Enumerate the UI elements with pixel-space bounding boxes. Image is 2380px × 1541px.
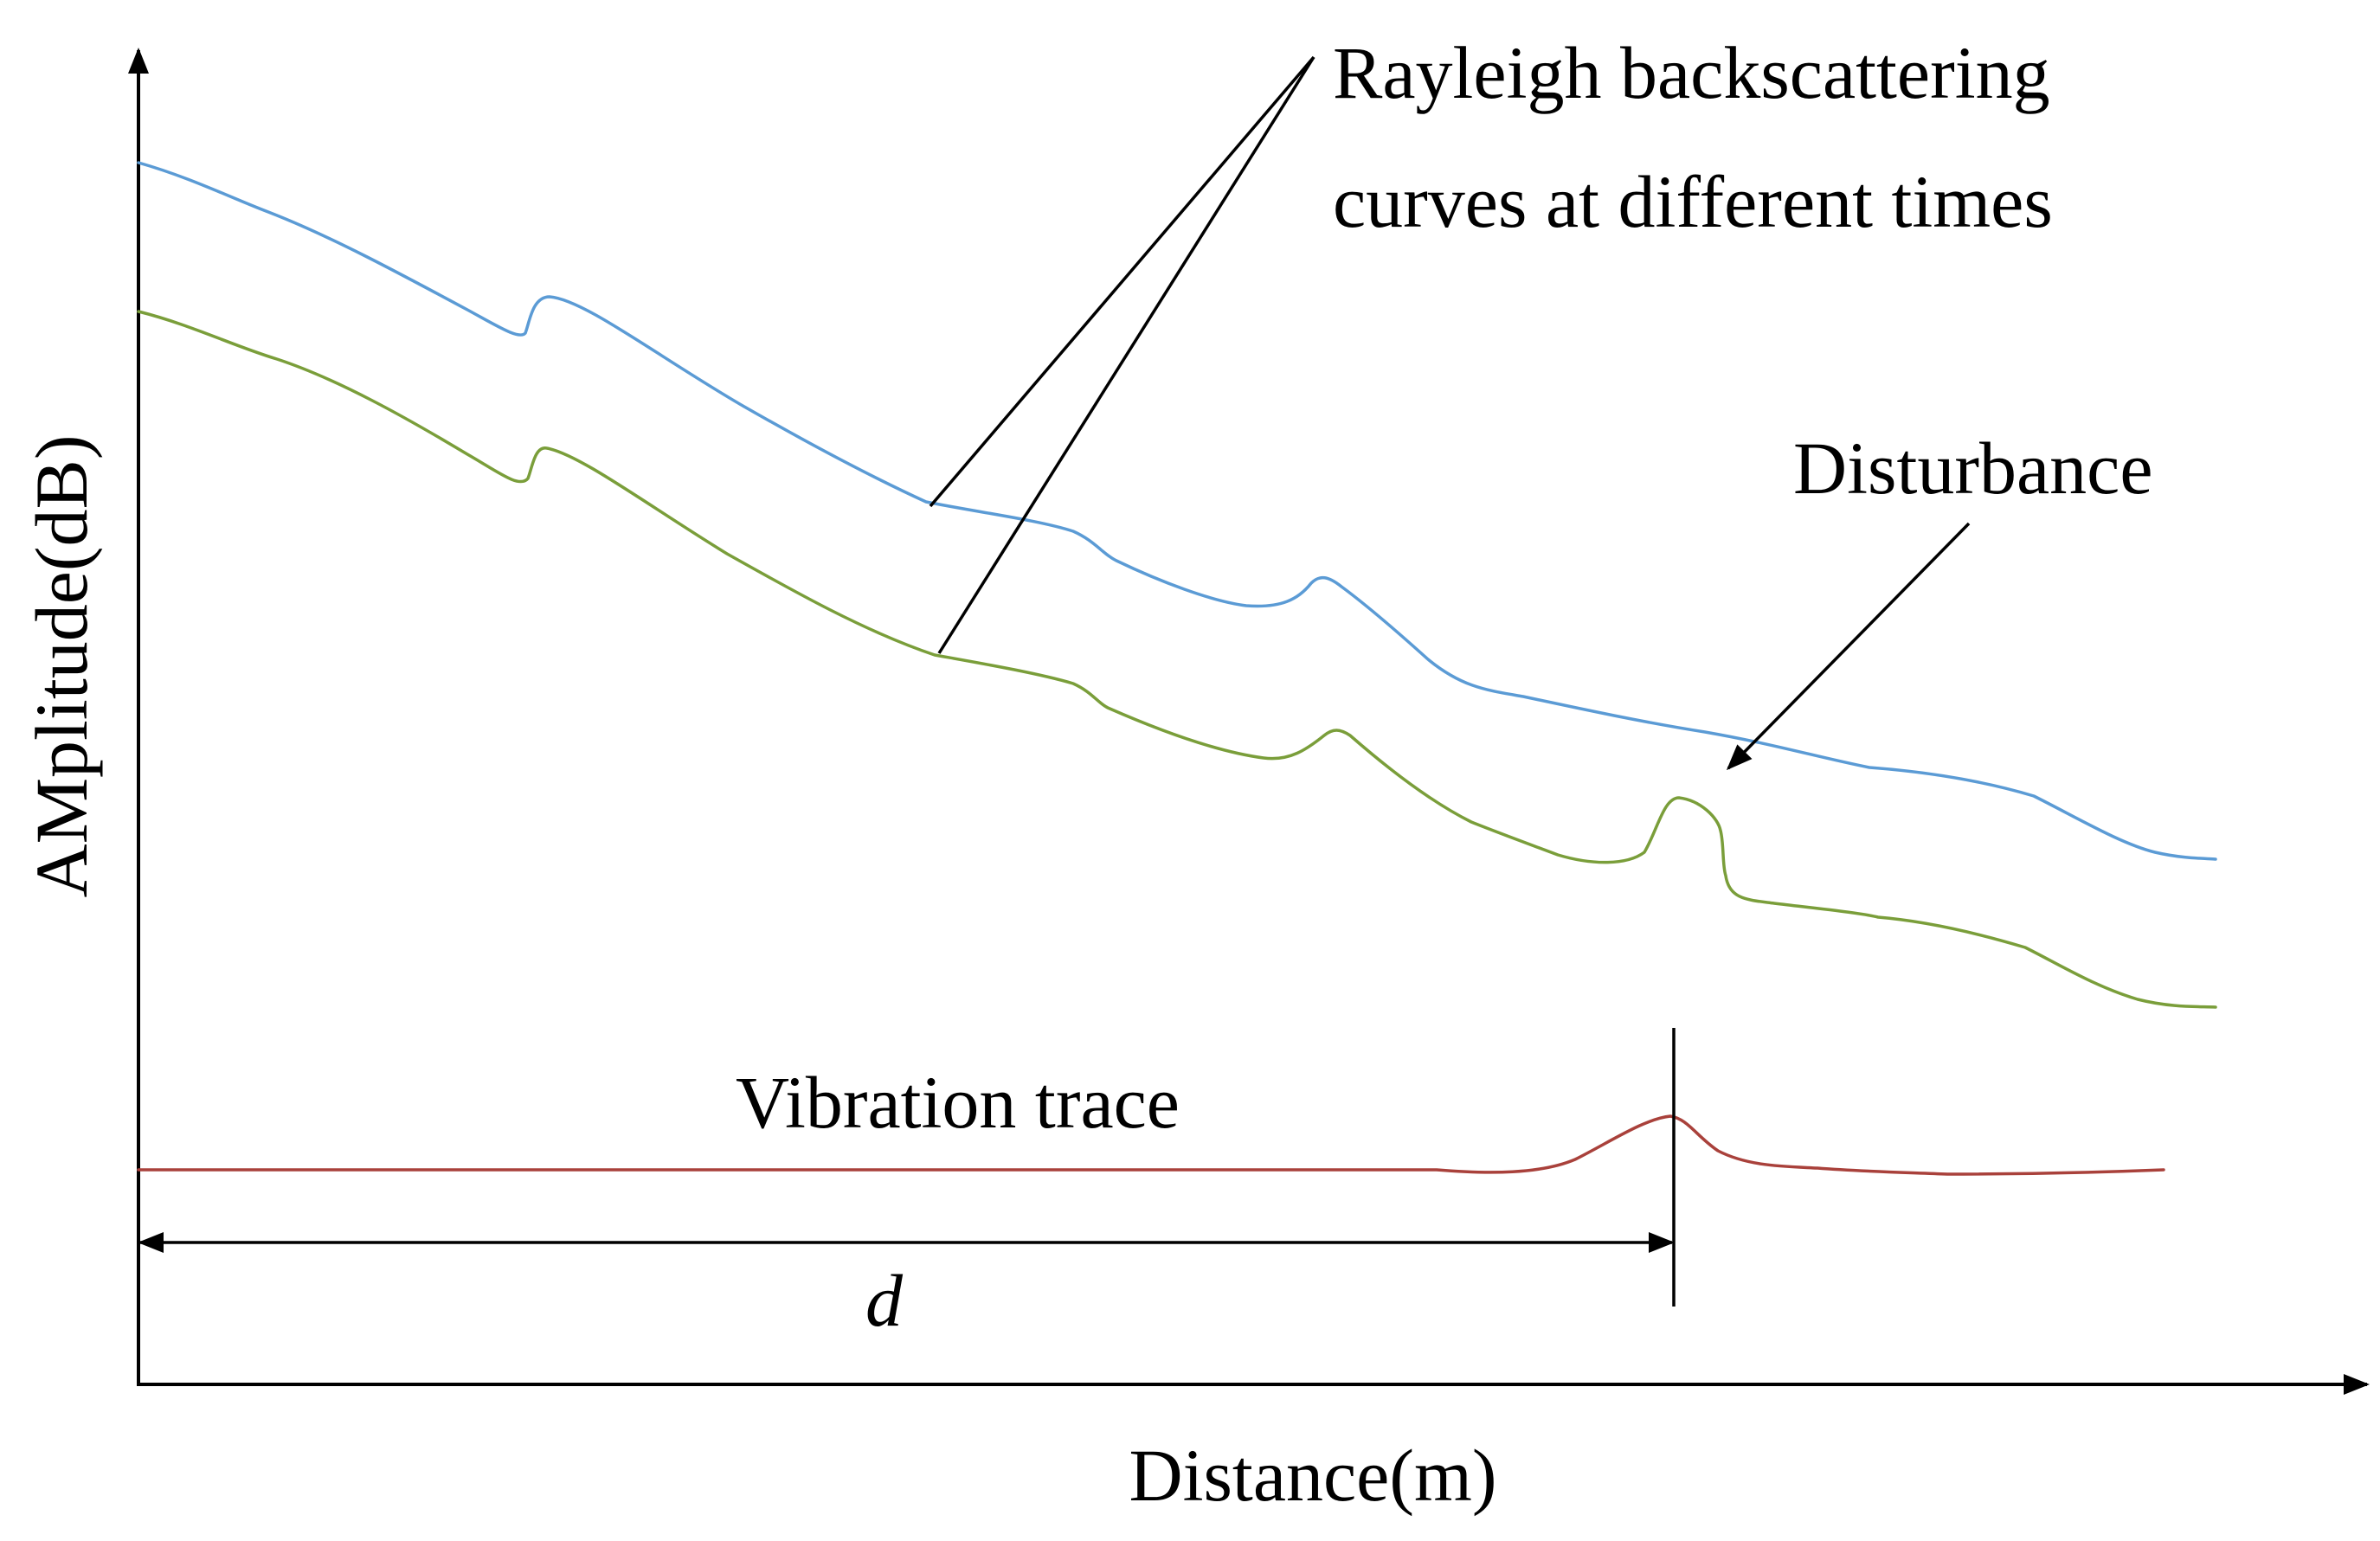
distance-d-label: d (865, 1259, 904, 1342)
rayleigh-leader-line-1 (929, 55, 1315, 508)
rayleigh-curve-time-1 (137, 161, 2217, 861)
vibration-trace-curve (137, 1114, 2165, 1176)
x-axis-label: Distance(m) (1129, 1434, 1496, 1517)
rayleigh-leader-line-2 (937, 56, 1315, 654)
rayleigh-annotation-line-2: curves at different times (1333, 160, 2053, 243)
rayleigh-annotation-line-1: Rayleigh backscattering (1333, 31, 2050, 114)
vibration-trace-label: Vibration trace (736, 1061, 1180, 1144)
rayleigh-curve-time-2 (137, 310, 2217, 1009)
y-axis-label: AMplitude(dB) (20, 434, 103, 897)
disturbance-label: Disturbance (1793, 427, 2153, 510)
disturbance-arrow (1726, 522, 1971, 771)
